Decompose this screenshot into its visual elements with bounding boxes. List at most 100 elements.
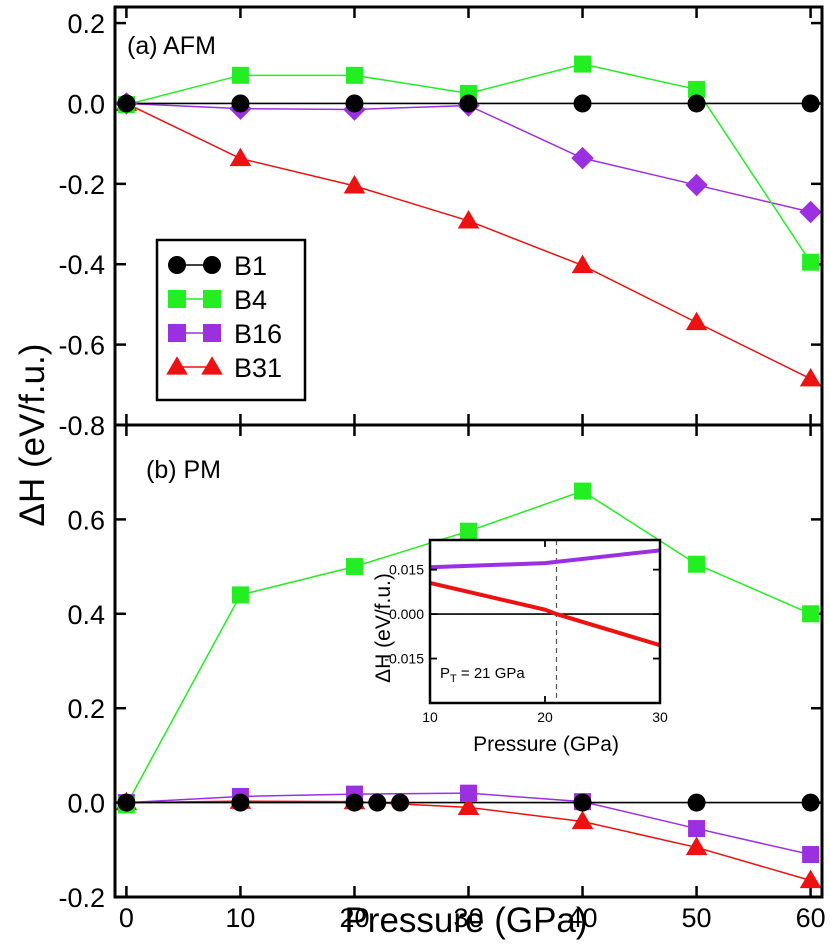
panel-a-y-tick-label: -0.2 [58,170,105,200]
inset-x-tick-label: 10 [422,709,438,725]
panel-b-frame [113,423,824,899]
inset-y-axis-title: ΔH (eV/f.u.) [372,573,395,683]
data-point-b31 [799,367,822,387]
data-point-b4 [802,605,820,623]
data-point-b31 [457,210,480,229]
legend-marker [168,290,186,308]
inset-x-axis-title: Pressure (GPa) [473,733,619,756]
panel-a-y-tick-label: 0.2 [67,9,105,39]
inset-x-tick-label: 20 [537,709,553,725]
data-point-b4 [460,522,477,540]
data-point-b1 [573,94,592,113]
inset-y-tick-label: -0.015 [384,651,424,667]
panel-b: 0 10 20 30 40 50 60 0.6 0.4 0.2 0.0 -0.2 [58,423,826,933]
data-point-b16 [685,173,708,197]
data-point-b4 [688,80,706,98]
x-tick-label: 0 [119,903,134,933]
panel-a: 0.2 0.0 -0.2 -0.4 -0.6 -0.8 [58,5,824,441]
panel-b-y-tick-label: 0.2 [67,694,105,724]
y-axis-title: ΔH (eV/f.u.) [13,344,52,527]
data-point-b1 [345,94,364,113]
legend-label: B16 [234,319,282,349]
panel-b-y-tick-label: 0.6 [67,505,105,535]
data-point-b4 [345,66,363,84]
data-point-b1 [459,94,478,113]
panel-a-y-tick-label: -0.6 [58,331,105,361]
x-axis-title: Pressure (GPa) [344,901,587,940]
data-point-b1 [368,793,387,812]
inset-series-line-b31 [429,581,661,648]
legend: B1 B4 B16 B31 [155,238,307,402]
data-point-b4 [574,482,592,500]
data-point-b1 [345,793,364,812]
legend-label: B4 [234,285,267,315]
data-point-b1 [391,793,410,812]
legend-item: B16 [168,319,282,349]
legend-marker [168,256,186,274]
inset-chart: 10 20 30 0.015 0.000 -0.015 PT = 21 GPa [384,538,668,725]
data-point-b1 [801,793,820,812]
data-point-b4 [688,555,706,573]
data-point-b1 [117,94,136,113]
x-tick-label: 50 [682,903,712,933]
data-point-b4 [231,586,249,604]
legend-item: B4 [168,285,267,315]
data-point-b4 [345,558,363,576]
data-point-b1 [687,94,706,113]
x-tick-label: 40 [568,903,598,933]
panel-b-label: (b) PM [146,456,221,484]
legend-label: B1 [234,251,267,281]
data-point-b31 [571,254,594,274]
data-point-b31 [571,810,594,830]
data-point-b1 [231,94,250,113]
legend-label: B31 [234,353,282,383]
data-point-b1 [117,793,136,812]
panel-b-y-tick-label: -0.2 [58,883,105,913]
panel-a-y-tick-label: -0.4 [58,250,105,280]
inset-annotation: PT = 21 GPa [440,665,525,685]
panel-a-y-tick-label: 0.0 [67,89,105,119]
text-layer: (a) AFM (b) PM Pressure (GPa) ΔH (eV/f.u… [13,32,619,940]
legend-marker [168,324,186,342]
data-point-b31 [229,147,252,167]
data-point-b31 [685,836,708,856]
inset-x-tick-label: 30 [652,709,668,725]
data-point-b4 [231,66,249,84]
data-point-b31 [685,311,708,331]
x-tick-label: 10 [225,903,255,933]
panel-a-label: (a) AFM [127,32,216,60]
x-tick-label: 30 [453,903,483,933]
x-tick-label: 20 [339,903,369,933]
data-point-b31 [343,175,366,194]
data-point-b16 [460,784,477,802]
panel-b-y-tick-label: 0.0 [67,789,105,819]
legend-item: B31 [166,353,282,383]
data-point-b1 [573,793,592,812]
inset-frame [428,538,662,705]
data-point-b31 [457,796,480,815]
legend-marker [201,356,223,375]
legend-marker [203,256,221,274]
data-point-b16 [571,146,594,170]
data-point-b16 [802,846,820,864]
data-point-b1 [801,94,820,113]
legend-marker [203,324,221,342]
data-point-b4 [802,253,820,271]
inset-y-tick-label: 0.000 [389,606,424,622]
panel-a-y-tick-label: -0.8 [58,411,105,441]
data-point-b31 [799,869,822,889]
inset-y-tick-label: 0.015 [389,562,424,578]
data-point-b1 [687,793,706,812]
data-point-b1 [231,793,250,812]
data-point-b16 [688,820,706,838]
inset-series-line-b16 [429,548,661,570]
data-point-b16 [799,200,822,224]
series-line-b16 [126,102,811,213]
plot-layer: 0.2 0.0 -0.2 -0.4 -0.6 -0.8 0 10 20 30 40 50 60 0.6 0.… [58,5,826,933]
legend-marker [166,356,188,375]
legend-item: B1 [168,251,267,281]
panel-b-y-tick-label: 0.4 [67,600,105,630]
legend-marker [203,290,221,308]
x-tick-label: 60 [796,903,826,933]
